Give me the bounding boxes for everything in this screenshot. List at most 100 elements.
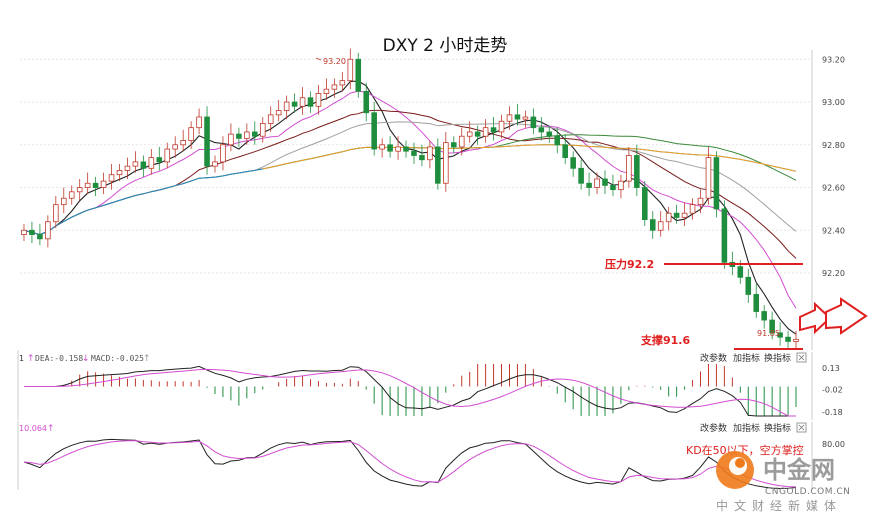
support-label: 支撑91.6 bbox=[640, 333, 690, 347]
candle bbox=[554, 135, 561, 146]
candle bbox=[458, 135, 465, 148]
down-arrow-icon: ↓ bbox=[82, 354, 90, 364]
kd-panel: 10.064 ↑ 80.00 KD在50以下，空方掌控 bbox=[17, 421, 845, 490]
candle bbox=[76, 187, 83, 193]
ma-line bbox=[23, 90, 797, 309]
panel-button[interactable]: 改参数 bbox=[700, 422, 727, 434]
candle bbox=[220, 144, 226, 163]
candle bbox=[610, 184, 616, 191]
candle bbox=[411, 150, 417, 156]
y-tick-label: 0.13 bbox=[822, 364, 840, 373]
candle bbox=[777, 332, 783, 338]
candle bbox=[634, 155, 640, 188]
up-arrow-icon: ↑ bbox=[143, 354, 151, 364]
candle bbox=[642, 187, 648, 221]
candle bbox=[140, 161, 147, 169]
candle bbox=[172, 144, 178, 150]
candle bbox=[45, 221, 51, 240]
candle bbox=[522, 116, 529, 120]
macd-buttons: 改参数 加指标 换指标 bbox=[700, 352, 807, 364]
candle bbox=[37, 234, 43, 240]
candle bbox=[323, 88, 330, 94]
candle bbox=[315, 93, 322, 107]
panel-button[interactable]: 加指标 bbox=[733, 422, 760, 434]
candle bbox=[363, 90, 370, 114]
candle bbox=[53, 204, 59, 223]
candle bbox=[371, 112, 377, 150]
candle bbox=[180, 140, 186, 146]
candle bbox=[244, 131, 250, 139]
main-grid bbox=[20, 50, 813, 350]
candle bbox=[498, 120, 505, 133]
candle bbox=[538, 127, 545, 133]
panel-button[interactable]: 换指标 bbox=[764, 422, 791, 434]
low-label: 91.85 bbox=[757, 329, 780, 338]
candle bbox=[761, 311, 767, 321]
candle bbox=[490, 127, 497, 133]
candle bbox=[665, 212, 672, 223]
ma-lines bbox=[23, 80, 797, 335]
ma-line bbox=[23, 109, 797, 259]
direction-arrow-icon bbox=[825, 297, 868, 335]
y-tick-label: 92.80 bbox=[822, 141, 845, 150]
candle bbox=[148, 157, 155, 169]
candle bbox=[681, 212, 688, 218]
candle bbox=[291, 101, 298, 107]
high-label: 93.20 bbox=[323, 57, 346, 66]
candle bbox=[84, 182, 91, 188]
candle bbox=[657, 221, 664, 231]
candle bbox=[355, 58, 362, 92]
y-tick-label: -0.02 bbox=[822, 385, 843, 394]
candle bbox=[212, 161, 218, 167]
kd-annotation: KD在50以下，空方掌控 bbox=[686, 443, 804, 457]
candle bbox=[506, 114, 513, 122]
candle bbox=[68, 191, 75, 199]
candle bbox=[673, 212, 680, 218]
candle bbox=[92, 182, 99, 188]
candle bbox=[586, 182, 592, 188]
dif-line bbox=[24, 365, 796, 417]
candle bbox=[713, 157, 720, 210]
up-arrow-icon: ↑ bbox=[47, 424, 55, 434]
candle bbox=[753, 294, 760, 312]
kd-header-value: 10.064 bbox=[19, 424, 47, 433]
panel-button[interactable]: 加指标 bbox=[733, 352, 760, 364]
candle bbox=[450, 142, 457, 148]
candle bbox=[204, 116, 210, 167]
candle bbox=[562, 144, 568, 159]
y-tick-label: 92.20 bbox=[822, 269, 845, 278]
watermark: 中金网 CNGOLD.COM.CN 中文财经新媒体 bbox=[716, 451, 850, 513]
candle bbox=[379, 144, 385, 150]
panel-button[interactable]: 改参数 bbox=[700, 352, 727, 364]
candle bbox=[466, 131, 473, 137]
candle bbox=[594, 178, 600, 188]
candle bbox=[156, 157, 163, 163]
candle bbox=[570, 157, 576, 169]
candle bbox=[252, 131, 258, 137]
candle bbox=[474, 131, 481, 137]
candle bbox=[578, 167, 584, 184]
candle bbox=[745, 276, 752, 295]
candle bbox=[188, 127, 194, 141]
candle bbox=[689, 204, 696, 214]
candle bbox=[228, 133, 234, 146]
candle bbox=[769, 319, 775, 334]
macd-header-value: 1 bbox=[19, 354, 24, 363]
candle bbox=[649, 219, 656, 231]
k-line bbox=[23, 438, 797, 490]
main-y-axis: 93.20 93.00 92.80 92.60 92.40 92.20 bbox=[822, 55, 845, 278]
y-tick-label: 92.60 bbox=[822, 184, 845, 193]
candle bbox=[530, 116, 537, 129]
ma-line bbox=[23, 144, 797, 236]
close-icon bbox=[798, 424, 805, 431]
candle bbox=[196, 116, 202, 129]
candle bbox=[626, 155, 632, 182]
candle bbox=[395, 146, 401, 152]
panel-button[interactable]: 换指标 bbox=[764, 352, 791, 364]
candle bbox=[259, 123, 266, 137]
kd-buttons: 改参数 加指标 换指标 bbox=[700, 422, 807, 434]
watermark-name: 中金网 bbox=[763, 456, 835, 484]
y-tick-label: 92.40 bbox=[822, 226, 845, 235]
close-icon bbox=[798, 354, 805, 361]
